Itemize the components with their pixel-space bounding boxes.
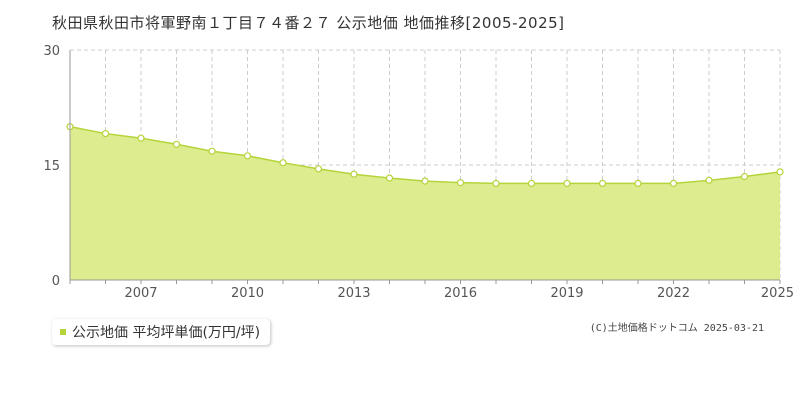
data-point-2021 bbox=[634, 179, 642, 187]
copyright-notice: (C)土地価格ドットコム 2025-03-21 bbox=[589, 323, 764, 334]
legend-swatch bbox=[60, 329, 66, 335]
data-point-2014 bbox=[385, 174, 394, 182]
y-tick-label-0: 0 bbox=[52, 274, 60, 289]
data-points bbox=[66, 123, 784, 187]
data-point-2010 bbox=[243, 152, 252, 160]
tick-labels: 2007 2010 2013 2016 2019 2022 2025 0 15 30 bbox=[43, 44, 794, 301]
x-tick-label-2025: 2025 bbox=[761, 286, 794, 301]
legend: 公示地価 平均坪単価(万円/坪) bbox=[52, 319, 271, 345]
x-tick-label-2007: 2007 bbox=[124, 286, 157, 301]
data-point-2023 bbox=[705, 176, 713, 184]
data-point-2011 bbox=[279, 159, 287, 167]
data-point-2006 bbox=[101, 129, 110, 138]
data-point-2025 bbox=[776, 168, 784, 176]
x-tick-label-2022: 2022 bbox=[657, 286, 690, 301]
x-tick-label-2019: 2019 bbox=[550, 286, 583, 301]
data-point-2017 bbox=[492, 179, 500, 187]
x-tick-label-2016: 2016 bbox=[444, 286, 477, 301]
chart-title: 秋田県秋田市将軍野南１丁目７４番２７ 公示地価 地価推移[2005-2025] bbox=[52, 14, 565, 32]
data-point-2013 bbox=[350, 170, 358, 178]
data-point-2022 bbox=[669, 179, 678, 187]
data-point-2016 bbox=[456, 179, 465, 187]
data-point-2024 bbox=[740, 172, 749, 181]
legend-label: 公示地価 平均坪単価(万円/坪) bbox=[72, 325, 261, 341]
data-point-2018 bbox=[527, 179, 536, 187]
y-tick-label-15: 15 bbox=[43, 159, 60, 174]
data-point-2015 bbox=[421, 177, 429, 185]
data-point-2009 bbox=[208, 147, 216, 155]
x-tick-label-2013: 2013 bbox=[337, 286, 370, 301]
y-tick-label-30: 30 bbox=[43, 44, 60, 59]
series-fill bbox=[70, 126, 780, 281]
axes bbox=[69, 50, 781, 284]
data-point-2020 bbox=[598, 179, 607, 187]
data-point-2007 bbox=[137, 134, 145, 142]
data-point-2019 bbox=[563, 179, 571, 187]
data-point-2008 bbox=[172, 140, 181, 148]
x-tick-label-2010: 2010 bbox=[231, 286, 264, 301]
data-point-2012 bbox=[314, 165, 323, 173]
